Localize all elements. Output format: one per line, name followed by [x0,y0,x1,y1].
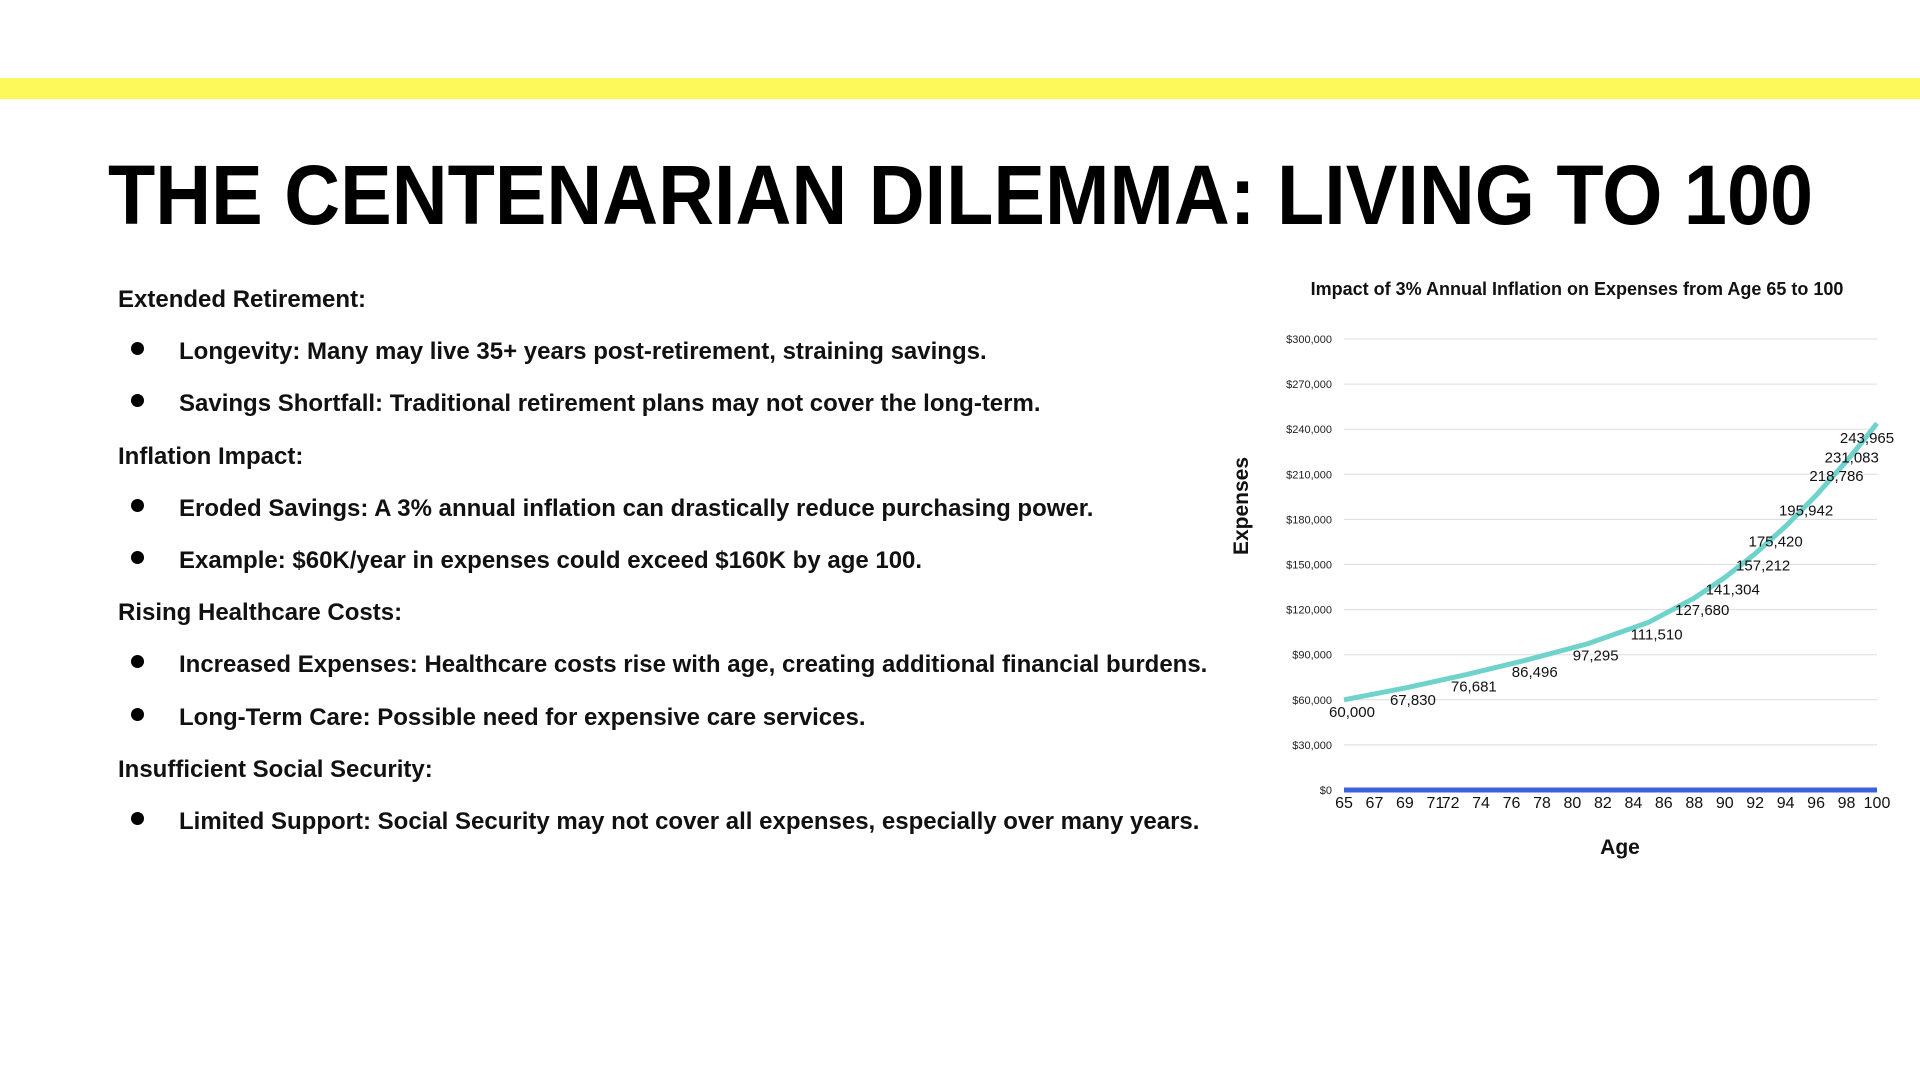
data-label: 86,496 [1512,664,1558,681]
y-tick-label: $60,000 [1292,695,1332,707]
line-series [1343,421,1879,703]
y-tick-label: $0 [1320,785,1332,797]
x-tick-label: 67 [1366,795,1384,812]
bullet-text: Long-Term Care: Possible need for expens… [179,703,866,731]
y-tick-label: $30,000 [1292,740,1332,752]
x-tick-label: 84 [1624,795,1642,812]
bullet-dot [131,394,144,408]
bullet-dot [131,498,144,512]
bullet-text: Eroded Savings: A 3% annual inflation ca… [179,494,1094,522]
data-label: 76,681 [1451,679,1497,696]
section-heading: Inflation Impact: [118,442,304,470]
data-label: 195,942 [1779,502,1833,519]
x-tick-label: 88 [1685,795,1703,812]
x-tick-label: 72 [1442,795,1460,812]
section-heading: Extended Retirement: [118,286,367,313]
x-tick-label: 69 [1396,795,1414,812]
bullet-text: Longevity: Many may live 35+ years post-… [179,338,987,366]
x-tick-label: 82 [1594,795,1612,812]
bullet-text: Savings Shortfall: Traditional retiremen… [179,390,1041,418]
bullet-dot [131,812,144,825]
x-tick-label: 78 [1533,795,1551,812]
data-label: 218,786 [1809,468,1863,485]
x-tick-label: 90 [1716,795,1734,812]
y-tick-label: $180,000 [1286,514,1332,526]
data-label: 127,680 [1675,602,1729,619]
bullet-text: Limited Support: Social Security may not… [179,808,1200,835]
x-tick-label: 71 [1426,795,1444,812]
chart-title: Impact of 3% Annual Inflation on Expense… [1311,279,1844,299]
accent-bar [0,78,1920,99]
y-tick-label: $90,000 [1292,650,1332,662]
y-tick-label: $150,000 [1286,560,1332,572]
data-label: 175,420 [1749,533,1803,550]
x-tick-label: 98 [1838,795,1856,812]
bullet-text: Increased Expenses: Healthcare costs ris… [179,651,1208,679]
data-label: 231,083 [1825,450,1879,467]
x-tick-label: 80 [1564,795,1582,812]
x-tick-label: 94 [1777,795,1795,812]
x-tick-label: 65 [1335,795,1353,812]
x-tick-label: 86 [1655,795,1673,812]
bullet-dot [131,551,144,564]
bullet-dot [131,707,144,721]
bullet-dot [131,342,144,356]
y-tick-label: $300,000 [1286,334,1332,346]
x-axis-title: Age [1600,836,1640,859]
section-heading: Rising Healthcare Costs: [118,599,403,627]
x-tick-label: 74 [1472,795,1490,812]
data-label: 67,830 [1390,692,1436,709]
data-label: 243,965 [1840,430,1894,447]
data-label: 111,510 [1631,626,1683,643]
y-tick-label: $120,000 [1286,605,1332,617]
data-label: 60,000 [1329,704,1375,721]
y-axis-title: Expenses [1230,457,1253,555]
x-tick-label: 96 [1807,795,1825,812]
data-label: 157,212 [1736,558,1790,575]
x-tick-label: 100 [1864,795,1891,812]
data-label: 97,295 [1573,648,1619,665]
bullet-text: Example: $60K/year in expenses could exc… [179,547,923,574]
data-label: 141,304 [1706,582,1760,599]
y-tick-label: $270,000 [1286,379,1332,391]
x-tick-label: 76 [1503,795,1521,812]
y-tick-label: $240,000 [1286,424,1332,436]
section-heading: Insufficient Social Security: [118,755,433,783]
y-tick-label: $210,000 [1286,469,1332,481]
bullet-dot [131,655,144,669]
slide-title: THE CENTENARIAN DILEMMA: LIVING TO 100 [108,148,1813,242]
x-tick-label: 92 [1746,795,1764,812]
